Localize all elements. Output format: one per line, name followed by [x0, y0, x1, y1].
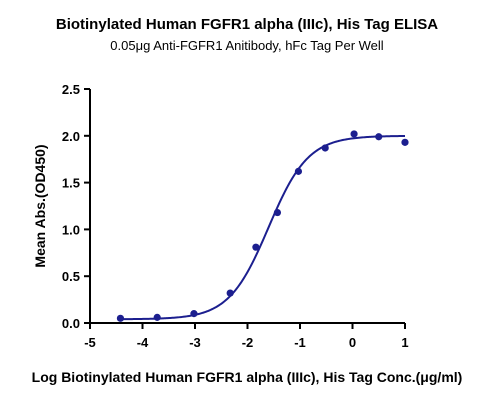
data-point [116, 314, 125, 322]
data-point [294, 167, 303, 175]
x-tick-label: -2 [242, 335, 254, 350]
y-ticks: 0.0 0.5 1.0 1.5 2.0 2.5 [62, 82, 90, 331]
y-tick-label: 2.0 [62, 129, 80, 144]
data-point [190, 310, 198, 318]
y-tick-label: 0.0 [62, 316, 80, 331]
data-point [153, 313, 161, 321]
data-point [350, 130, 358, 138]
axes [89, 89, 405, 324]
data-point [252, 243, 260, 251]
x-tick-label: -1 [294, 335, 306, 350]
x-tick-label: 0 [349, 335, 356, 350]
x-ticks: -5 -4 -3 -2 -1 0 1 [84, 323, 409, 350]
x-tick-label: -3 [189, 335, 201, 350]
chart-subtitle: 0.05μg Anti-FGFR1 Anitibody, hFc Tag Per… [110, 38, 384, 53]
y-tick-label: 1.0 [62, 222, 80, 237]
y-tick-label: 0.5 [62, 269, 80, 284]
y-tick-label: 2.5 [62, 82, 80, 97]
data-point [273, 208, 282, 217]
data-points [116, 130, 409, 322]
data-point [321, 144, 329, 152]
x-axis-label: Log Biotinylated Human FGFR1 alpha (IIIc… [32, 369, 463, 385]
x-tick-label: 1 [401, 335, 408, 350]
data-point [375, 133, 383, 141]
x-tick-label: -4 [137, 335, 149, 350]
data-point [226, 289, 234, 297]
y-axis-label: Mean Abs.(OD450) [32, 144, 48, 267]
chart-title: Biotinylated Human FGFR1 alpha (IIIc), H… [56, 16, 438, 33]
y-tick-label: 1.5 [62, 176, 80, 191]
x-tick-label: -5 [84, 335, 96, 350]
data-point [401, 138, 409, 146]
fit-curve [120, 134, 406, 321]
